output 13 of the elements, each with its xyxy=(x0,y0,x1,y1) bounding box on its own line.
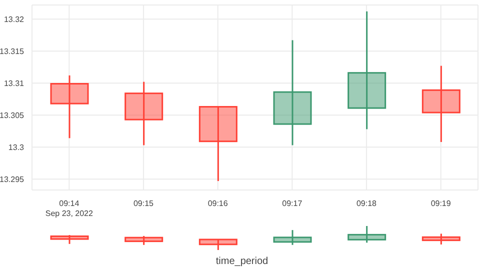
y-tick-label: 13.305 xyxy=(0,110,25,120)
y-tick-label: 13.315 xyxy=(0,46,25,56)
x-tick-label: 09:17 xyxy=(282,199,303,208)
x-tick-label: 09:14 Sep 23, 2022 xyxy=(45,199,94,218)
x-tick-label: 09:15 xyxy=(133,199,154,208)
y-tick-label: 13.31 xyxy=(4,78,25,88)
y-tick-label: 13.3 xyxy=(8,142,25,152)
x-tick-label: 09:18 xyxy=(356,199,378,208)
y-tick-label: 13.295 xyxy=(0,174,25,184)
x-tick-label: 09:16 xyxy=(208,199,228,208)
y-tick-label: 13.32 xyxy=(4,14,25,24)
x-tick-label: 09:19 xyxy=(430,199,452,208)
x-axis-title: time_period xyxy=(214,256,270,267)
